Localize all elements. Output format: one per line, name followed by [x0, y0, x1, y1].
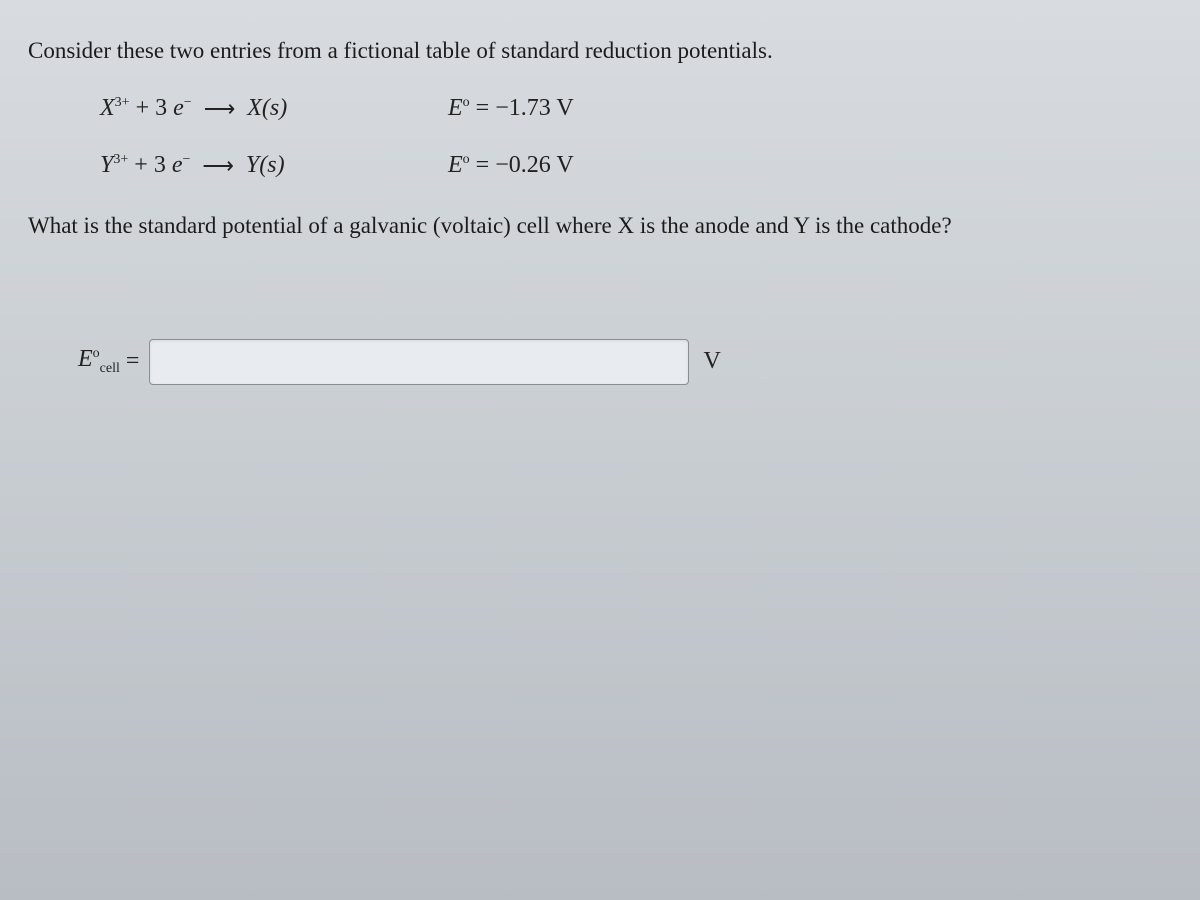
half-reaction-1: X3+ + 3 e− ⟶ X(s) [100, 95, 400, 122]
e-symbol: E [78, 346, 93, 372]
electron-charge: − [184, 95, 192, 110]
half-reaction-2: Y3+ + 3 e− ⟶ Y(s) [100, 152, 400, 179]
equations-block: X3+ + 3 e− ⟶ X(s) Eo = −1.73 V Y3+ + [100, 95, 1172, 179]
ion-charge: 3+ [113, 152, 128, 167]
potential-value-1: Eo = −1.73 V [448, 95, 574, 122]
ecell-input[interactable] [149, 339, 689, 385]
equals-sign: = [126, 348, 140, 375]
e-equals: = [476, 95, 490, 121]
unit-label: V [703, 348, 720, 375]
ion-charge: 3+ [115, 95, 130, 110]
answer-row: Eocell = V [78, 339, 1172, 385]
product: X(s) [247, 95, 287, 122]
e-symbol: E [448, 95, 463, 121]
product: Y(s) [246, 152, 285, 179]
electron-sym: e [173, 95, 184, 121]
e-degree: o [463, 95, 470, 110]
e-degree: o [93, 346, 100, 361]
arrow-icon: ⟶ [198, 96, 242, 122]
ion-symbol: X [100, 95, 115, 121]
e-value: −0.26 V [495, 152, 573, 178]
ecell-label: Eocell [78, 346, 120, 377]
electron-sym: e [172, 152, 183, 178]
electron-count: 3 [155, 95, 167, 121]
e-degree: o [463, 152, 470, 167]
question-container: Consider these two entries from a fictio… [0, 0, 1200, 413]
e-symbol: E [448, 152, 463, 178]
e-equals: = [476, 152, 490, 178]
e-value: −1.73 V [495, 95, 573, 121]
arrow-icon: ⟶ [196, 153, 240, 179]
cell-subscript: cell [100, 361, 120, 376]
electron-charge: − [182, 152, 190, 167]
equation-row-2: Y3+ + 3 e− ⟶ Y(s) Eo = −0.26 V [100, 152, 1172, 179]
electron-count: 3 [154, 152, 166, 178]
potential-value-2: Eo = −0.26 V [448, 152, 574, 179]
question-text: What is the standard potential of a galv… [28, 209, 1172, 242]
equation-row-1: X3+ + 3 e− ⟶ X(s) Eo = −1.73 V [100, 95, 1172, 122]
ion-symbol: Y [100, 152, 113, 178]
intro-text: Consider these two entries from a fictio… [28, 34, 1172, 67]
